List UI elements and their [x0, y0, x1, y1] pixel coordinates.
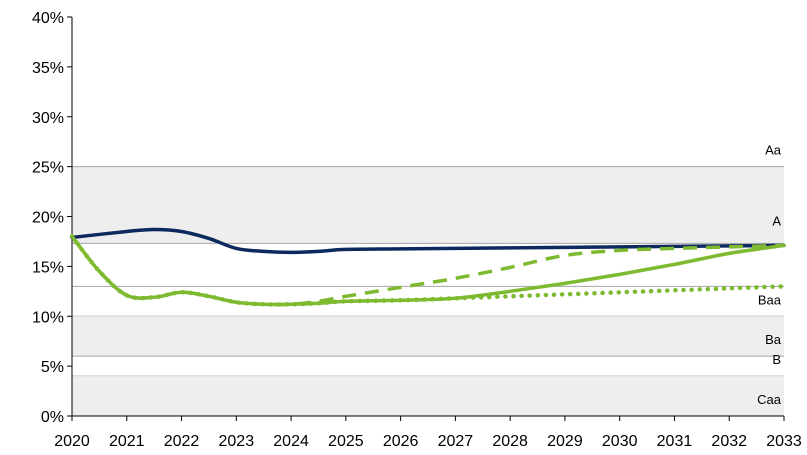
y-tick-label: 40% [32, 10, 64, 27]
x-tick-label: 2031 [657, 433, 693, 450]
band-label-baa: Baa [758, 292, 782, 307]
rating-bands [72, 166, 784, 417]
series-line-solid-green [70, 234, 786, 307]
x-tick-label: 2021 [109, 433, 145, 450]
x-tick-label: 2030 [602, 433, 638, 450]
y-tick-label: 10% [32, 309, 64, 326]
y-tick-label: 0% [41, 409, 64, 426]
chart-series [69, 227, 787, 307]
y-axis-ticks: 0% 5% 10% 15% 20% 25% 30% 35% 40% [32, 10, 72, 426]
band-fill-ba [72, 316, 784, 357]
y-tick-label: 30% [32, 110, 64, 127]
y-tick-label: 35% [32, 60, 64, 77]
x-tick-label: 2022 [164, 433, 200, 450]
x-tick-label: 2020 [54, 433, 90, 450]
x-tick-label: 2032 [711, 433, 747, 450]
x-tick-label: 2025 [328, 433, 364, 450]
y-tick-label: 25% [32, 160, 64, 177]
x-axis-ticks: 2020 2021 2022 2023 2024 2025 2026 2027 2028 2029… [54, 416, 802, 450]
x-tick-label: 2024 [273, 433, 309, 450]
band-fill-aa [72, 166, 784, 244]
band-label-a: A [772, 213, 781, 228]
y-tick-label: 5% [41, 359, 64, 376]
y-tick-label: 20% [32, 210, 64, 227]
x-tick-label: 2023 [219, 433, 255, 450]
x-tick-label: 2026 [383, 433, 419, 450]
y-tick-label: 15% [32, 259, 64, 276]
band-label-ba: Ba [765, 332, 782, 347]
x-tick-label: 2027 [438, 433, 474, 450]
band-fill-caa [72, 376, 784, 416]
x-tick-label: 2028 [492, 433, 528, 450]
series-line-dashed-green [70, 235, 785, 307]
rating-band-labels: Aa A Baa Ba B Caa [757, 143, 782, 407]
band-label-caa: Caa [757, 392, 782, 407]
band-label-b: B [772, 352, 781, 367]
band-label-aa: Aa [765, 143, 782, 158]
x-tick-label: 2033 [766, 433, 802, 450]
x-tick-label: 2029 [547, 433, 583, 450]
series-line-solid-navy [70, 227, 786, 255]
